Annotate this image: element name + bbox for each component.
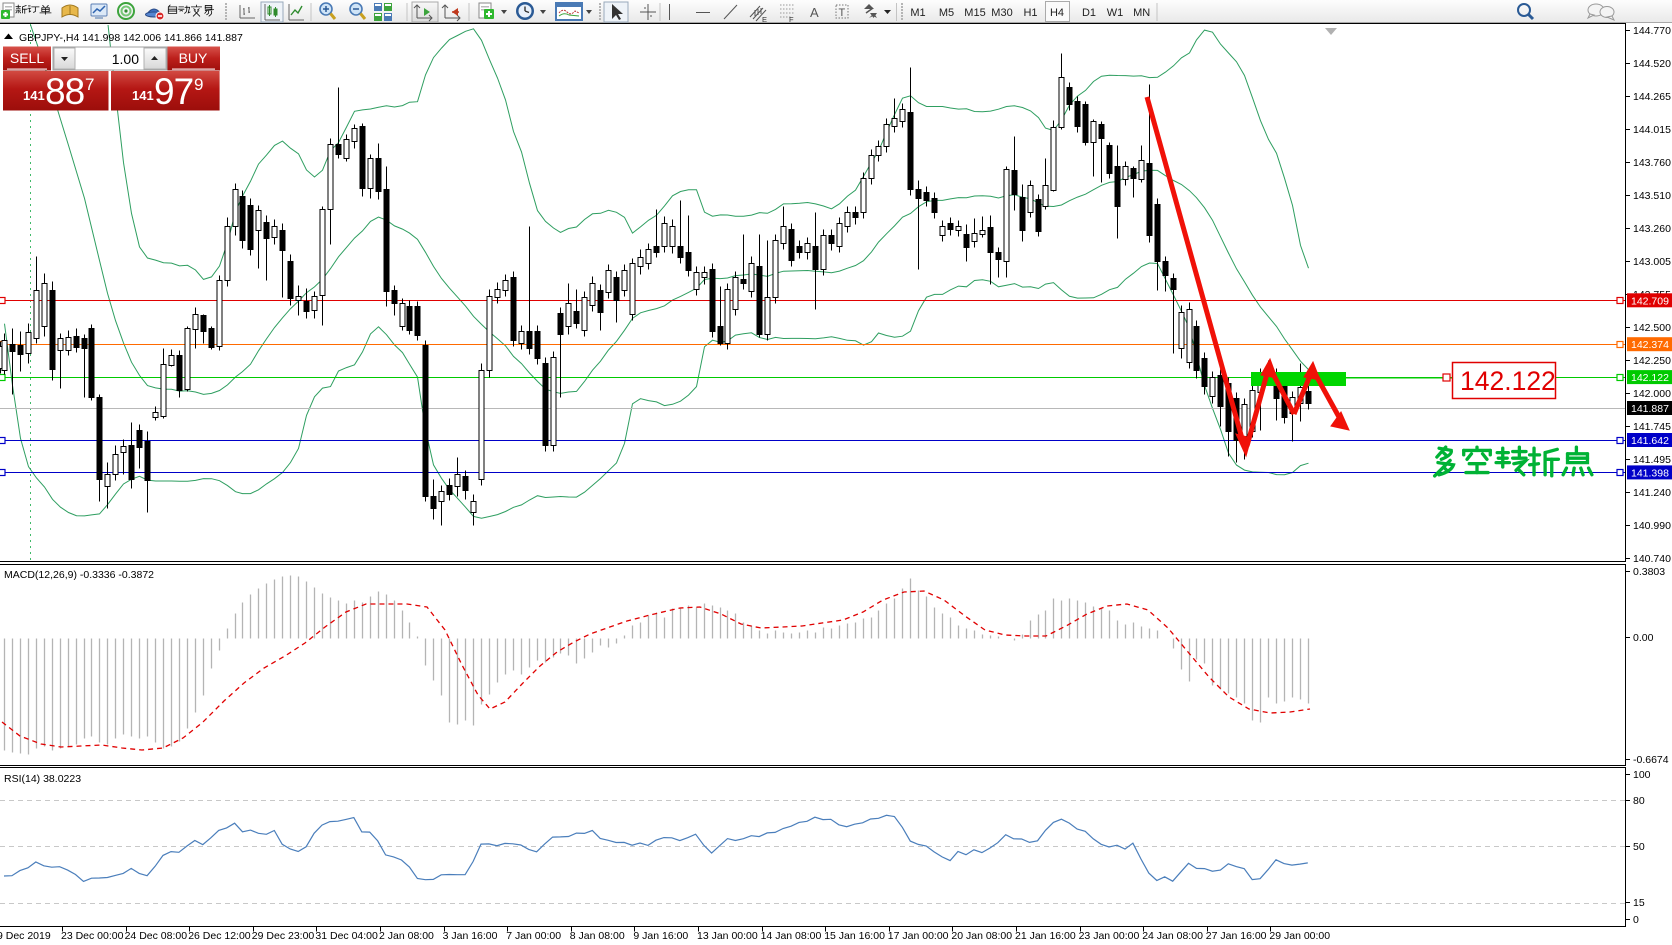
svg-text:88: 88 (45, 71, 84, 112)
svg-text:13 Jan 00:00: 13 Jan 00:00 (697, 930, 758, 942)
svg-text:140.740: 140.740 (1633, 553, 1671, 565)
svg-text:142.000: 142.000 (1633, 388, 1671, 400)
svg-text:144.770: 144.770 (1633, 25, 1671, 37)
svg-text:9 Dec 2019: 9 Dec 2019 (0, 930, 51, 942)
svg-text:D1: D1 (1082, 7, 1096, 19)
svg-text:50: 50 (1633, 841, 1645, 853)
svg-text:141.398: 141.398 (1631, 467, 1669, 479)
svg-text:E: E (762, 15, 767, 24)
svg-text:H4: H4 (1050, 7, 1064, 19)
svg-text:2 Jan 08:00: 2 Jan 08:00 (379, 930, 434, 942)
svg-text:23 Dec 00:00: 23 Dec 00:00 (61, 930, 124, 942)
svg-text:BUY: BUY (179, 50, 208, 66)
svg-text:142.709: 142.709 (1631, 295, 1669, 307)
svg-text:141.745: 141.745 (1633, 421, 1671, 433)
svg-text:141: 141 (23, 88, 45, 103)
svg-text:H1: H1 (1023, 7, 1037, 19)
svg-text:143.005: 143.005 (1633, 256, 1671, 268)
svg-text:24 Dec 08:00: 24 Dec 08:00 (125, 930, 188, 942)
svg-text:24 Jan 08:00: 24 Jan 08:00 (1142, 930, 1203, 942)
svg-text:144.015: 144.015 (1633, 124, 1671, 136)
svg-text:W1: W1 (1107, 7, 1124, 19)
svg-text:142.500: 142.500 (1633, 322, 1671, 334)
svg-text:3 Jan 16:00: 3 Jan 16:00 (443, 930, 498, 942)
svg-text:23 Jan 00:00: 23 Jan 00:00 (1079, 930, 1140, 942)
svg-text:142.122: 142.122 (1631, 372, 1669, 384)
svg-text:7 Jan 00:00: 7 Jan 00:00 (506, 930, 561, 942)
svg-text:29 Jan 00:00: 29 Jan 00:00 (1269, 930, 1330, 942)
svg-text:M15: M15 (964, 7, 985, 19)
svg-text:0.3803: 0.3803 (1633, 566, 1665, 578)
svg-text:142.122: 142.122 (1460, 366, 1556, 396)
svg-text:142.250: 142.250 (1633, 355, 1671, 367)
svg-text:144.265: 144.265 (1633, 91, 1671, 103)
svg-text:9: 9 (194, 75, 203, 94)
svg-text:31 Dec 04:00: 31 Dec 04:00 (315, 930, 378, 942)
svg-text:8 Jan 08:00: 8 Jan 08:00 (570, 930, 625, 942)
svg-text:A: A (810, 5, 819, 20)
svg-text:7: 7 (85, 75, 94, 94)
svg-text:T: T (839, 7, 846, 19)
svg-text:80: 80 (1633, 795, 1645, 807)
svg-text:M30: M30 (991, 7, 1012, 19)
svg-text:29 Dec 23:00: 29 Dec 23:00 (252, 930, 315, 942)
svg-text:14 Jan 08:00: 14 Jan 08:00 (761, 930, 822, 942)
svg-text:17 Jan 00:00: 17 Jan 00:00 (888, 930, 949, 942)
svg-text:15 Jan 16:00: 15 Jan 16:00 (824, 930, 885, 942)
svg-text:141.240: 141.240 (1633, 487, 1671, 499)
svg-text:26 Dec 12:00: 26 Dec 12:00 (188, 930, 251, 942)
svg-text:141: 141 (132, 88, 154, 103)
svg-text:-0.6674: -0.6674 (1633, 754, 1669, 766)
svg-text:141.887: 141.887 (1631, 403, 1669, 415)
svg-text:140.990: 140.990 (1633, 520, 1671, 532)
svg-text:21 Jan 16:00: 21 Jan 16:00 (1015, 930, 1076, 942)
svg-text:100: 100 (1633, 769, 1651, 781)
svg-text:GBPJPY-,H4 141.998 142.006 14: GBPJPY-,H4 141.998 142.006 141.866 141.8… (19, 32, 243, 44)
svg-text:143.760: 143.760 (1633, 157, 1671, 169)
svg-text:144.520: 144.520 (1633, 58, 1671, 70)
svg-text:F: F (789, 15, 794, 24)
svg-text:143.260: 143.260 (1633, 223, 1671, 235)
svg-text:9 Jan 16:00: 9 Jan 16:00 (633, 930, 688, 942)
svg-text:1.00: 1.00 (112, 51, 139, 67)
svg-text:RSI(14) 38.0223: RSI(14) 38.0223 (4, 773, 81, 785)
svg-text:141.495: 141.495 (1633, 454, 1671, 466)
svg-text:M5: M5 (939, 7, 954, 19)
svg-text:20 Jan 08:00: 20 Jan 08:00 (951, 930, 1012, 942)
svg-text:0: 0 (1633, 914, 1639, 926)
svg-text:15: 15 (1633, 897, 1645, 909)
svg-text:27 Jan 16:00: 27 Jan 16:00 (1206, 930, 1267, 942)
svg-text:SELL: SELL (10, 50, 44, 66)
svg-text:141.642: 141.642 (1631, 435, 1669, 447)
svg-text:MN: MN (1133, 7, 1150, 19)
svg-text:97: 97 (154, 71, 193, 112)
svg-text:0.00: 0.00 (1633, 632, 1654, 644)
svg-text:142.374: 142.374 (1631, 339, 1669, 351)
svg-text:M1: M1 (910, 7, 925, 19)
svg-text:MACD(12,26,9) -0.3336 -0.3872: MACD(12,26,9) -0.3336 -0.3872 (4, 569, 154, 581)
svg-text:143.510: 143.510 (1633, 190, 1671, 202)
